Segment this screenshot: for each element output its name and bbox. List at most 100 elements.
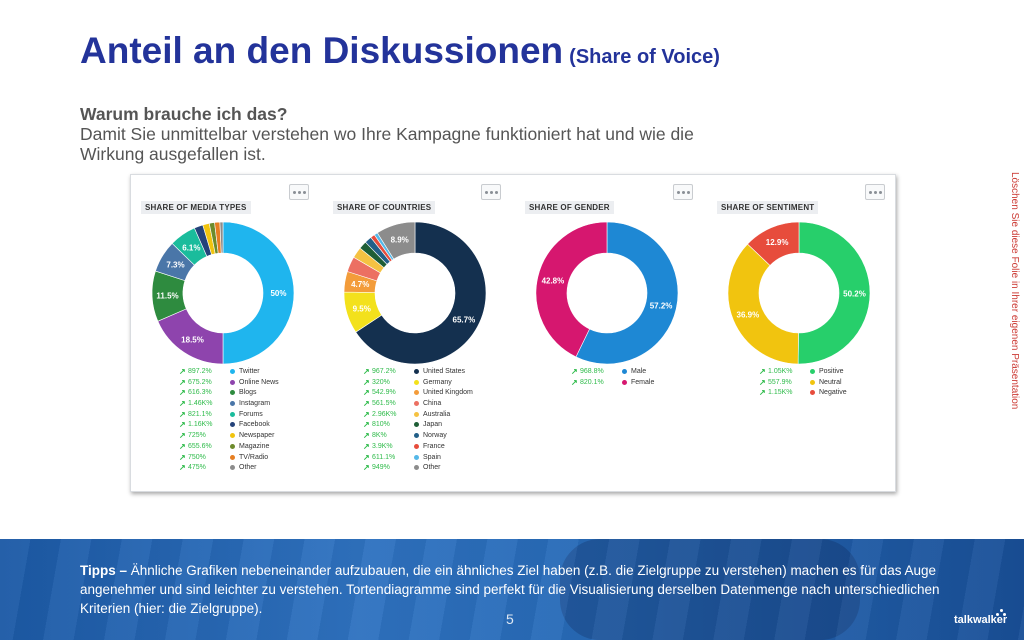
chart-title: SHARE OF SENTIMENT [717,201,819,214]
trend-up-icon: ↗ [363,420,370,430]
legend-label: Newspaper [239,432,275,440]
legend-growth: 320% [372,378,390,386]
legend-label: Twitter [239,368,260,375]
slice-label: 4.7% [351,280,369,289]
legend-swatch [230,390,235,396]
legend-growth: 750% [188,453,206,461]
donut-chart-media-types: 50% 18.5% 11.5% 7.3% 6.1% [151,221,295,365]
slice-label: 18.5% [181,335,204,344]
legend-swatch [230,443,235,449]
chart-card-gender: SHARE OF GENDER 57.2% 42.8% ↗ 968.8% Male ↗ 8… [515,175,705,491]
slice-label: 12.9% [766,238,789,247]
more-options-icon[interactable] [289,184,309,200]
logo-dots-icon [996,609,1006,617]
legend-label: TV/Radio [239,453,269,461]
legend-growth: 967.2% [372,368,396,375]
legend-label: France [423,442,445,450]
legend-label: Male [631,368,647,375]
donut-slice-female [535,221,608,358]
trend-up-icon: ↗ [363,409,370,419]
trend-up-icon: ↗ [571,367,578,376]
legend-swatch [414,401,419,407]
chart-title: SHARE OF MEDIA TYPES [141,201,251,214]
legend-label: Facebook [239,421,270,429]
donut-slice-neutral [727,243,799,365]
legend-growth: 1.16K% [188,421,213,429]
legend-swatch [810,369,815,374]
legend-growth: 1.05K% [768,368,793,375]
more-options-icon[interactable] [673,184,693,200]
slice-label: 50% [270,289,286,298]
donut-slice-male [575,221,679,365]
legend-growth: 2.96K% [372,410,397,418]
intro-question: Warum brauche ich das? [80,104,288,124]
legend-swatch [414,443,419,449]
legend-growth: 821.1% [188,410,212,418]
legend-growth: 611.1% [372,453,396,461]
page-number: 5 [506,611,514,627]
more-options-icon[interactable] [865,184,885,200]
legend-swatch [414,411,419,417]
legend-swatch [230,401,235,407]
tips-label: Tipps – [80,563,128,578]
slice-label: 36.9% [737,311,760,320]
legend-swatch [230,369,235,374]
slice-label: 42.8% [542,277,565,286]
legend-growth: 557.9% [768,378,792,386]
donut-chart-gender: 57.2% 42.8% [535,221,679,365]
trend-up-icon: ↗ [363,367,370,376]
slice-label: 57.2% [650,301,673,310]
legend-label: United States [423,368,466,375]
slice-label: 65.7% [453,315,476,324]
trend-up-icon: ↗ [363,399,370,409]
trend-up-icon: ↗ [759,388,766,398]
legend-label: Forums [239,410,263,418]
donut-chart-countries: 65.7% 9.5% 4.7% 8.9% [343,221,487,365]
legend-swatch [622,369,627,374]
trend-up-icon: ↗ [363,388,370,398]
page-title-subtitle: (Share of Voice) [569,46,720,68]
legend-label: Blogs [239,389,257,397]
legend-growth: 475% [188,464,206,472]
legend-label: United Kingdom [423,389,473,397]
slice-label: 50.2% [843,289,866,298]
legend-swatch [810,379,815,385]
banner-background [560,539,860,640]
legend-growth: 616.3% [188,389,212,397]
trend-up-icon: ↗ [759,377,766,387]
legend-label: Positive [819,368,844,375]
side-note: Löschen Sie diese Folie in Ihrer eigenen… [1005,172,1024,409]
donut-slice-twitter [222,221,295,365]
slice-label: 8.9% [391,236,409,245]
trend-up-icon: ↗ [179,452,186,462]
trend-up-icon: ↗ [179,377,186,387]
legend-swatch [414,369,419,374]
slice-label: 11.5% [156,292,178,301]
donut-slice-positive [797,221,871,365]
slice-label: 9.5% [353,305,371,314]
slice-label: 7.3% [166,260,184,269]
legend-label: Germany [423,378,452,386]
legend-growth: 810% [372,421,390,429]
trend-up-icon: ↗ [363,452,370,462]
chart-title: SHARE OF GENDER [525,201,614,214]
legend-growth: 1.46K% [188,400,213,408]
trend-up-icon: ↗ [363,377,370,387]
trend-up-icon: ↗ [363,463,370,473]
page-title-main: Anteil an den Diskussionen [80,30,564,71]
more-options-icon[interactable] [481,184,501,200]
banner-texture [0,539,1024,640]
trend-up-icon: ↗ [759,367,766,376]
legend-label: Negative [819,389,847,397]
legend-growth: 8K% [372,432,387,440]
legend-label: Instagram [239,400,271,408]
legend-label: China [423,400,442,408]
tips-banner: Tipps – Ähnliche Grafiken nebeneinander … [0,539,1024,640]
legend-label: Magazine [239,442,270,450]
trend-up-icon: ↗ [179,441,186,451]
legend-swatch [230,454,235,460]
trend-up-icon: ↗ [179,431,186,441]
trend-up-icon: ↗ [179,420,186,430]
trend-up-icon: ↗ [363,441,370,451]
donut-slice-other [219,221,224,254]
